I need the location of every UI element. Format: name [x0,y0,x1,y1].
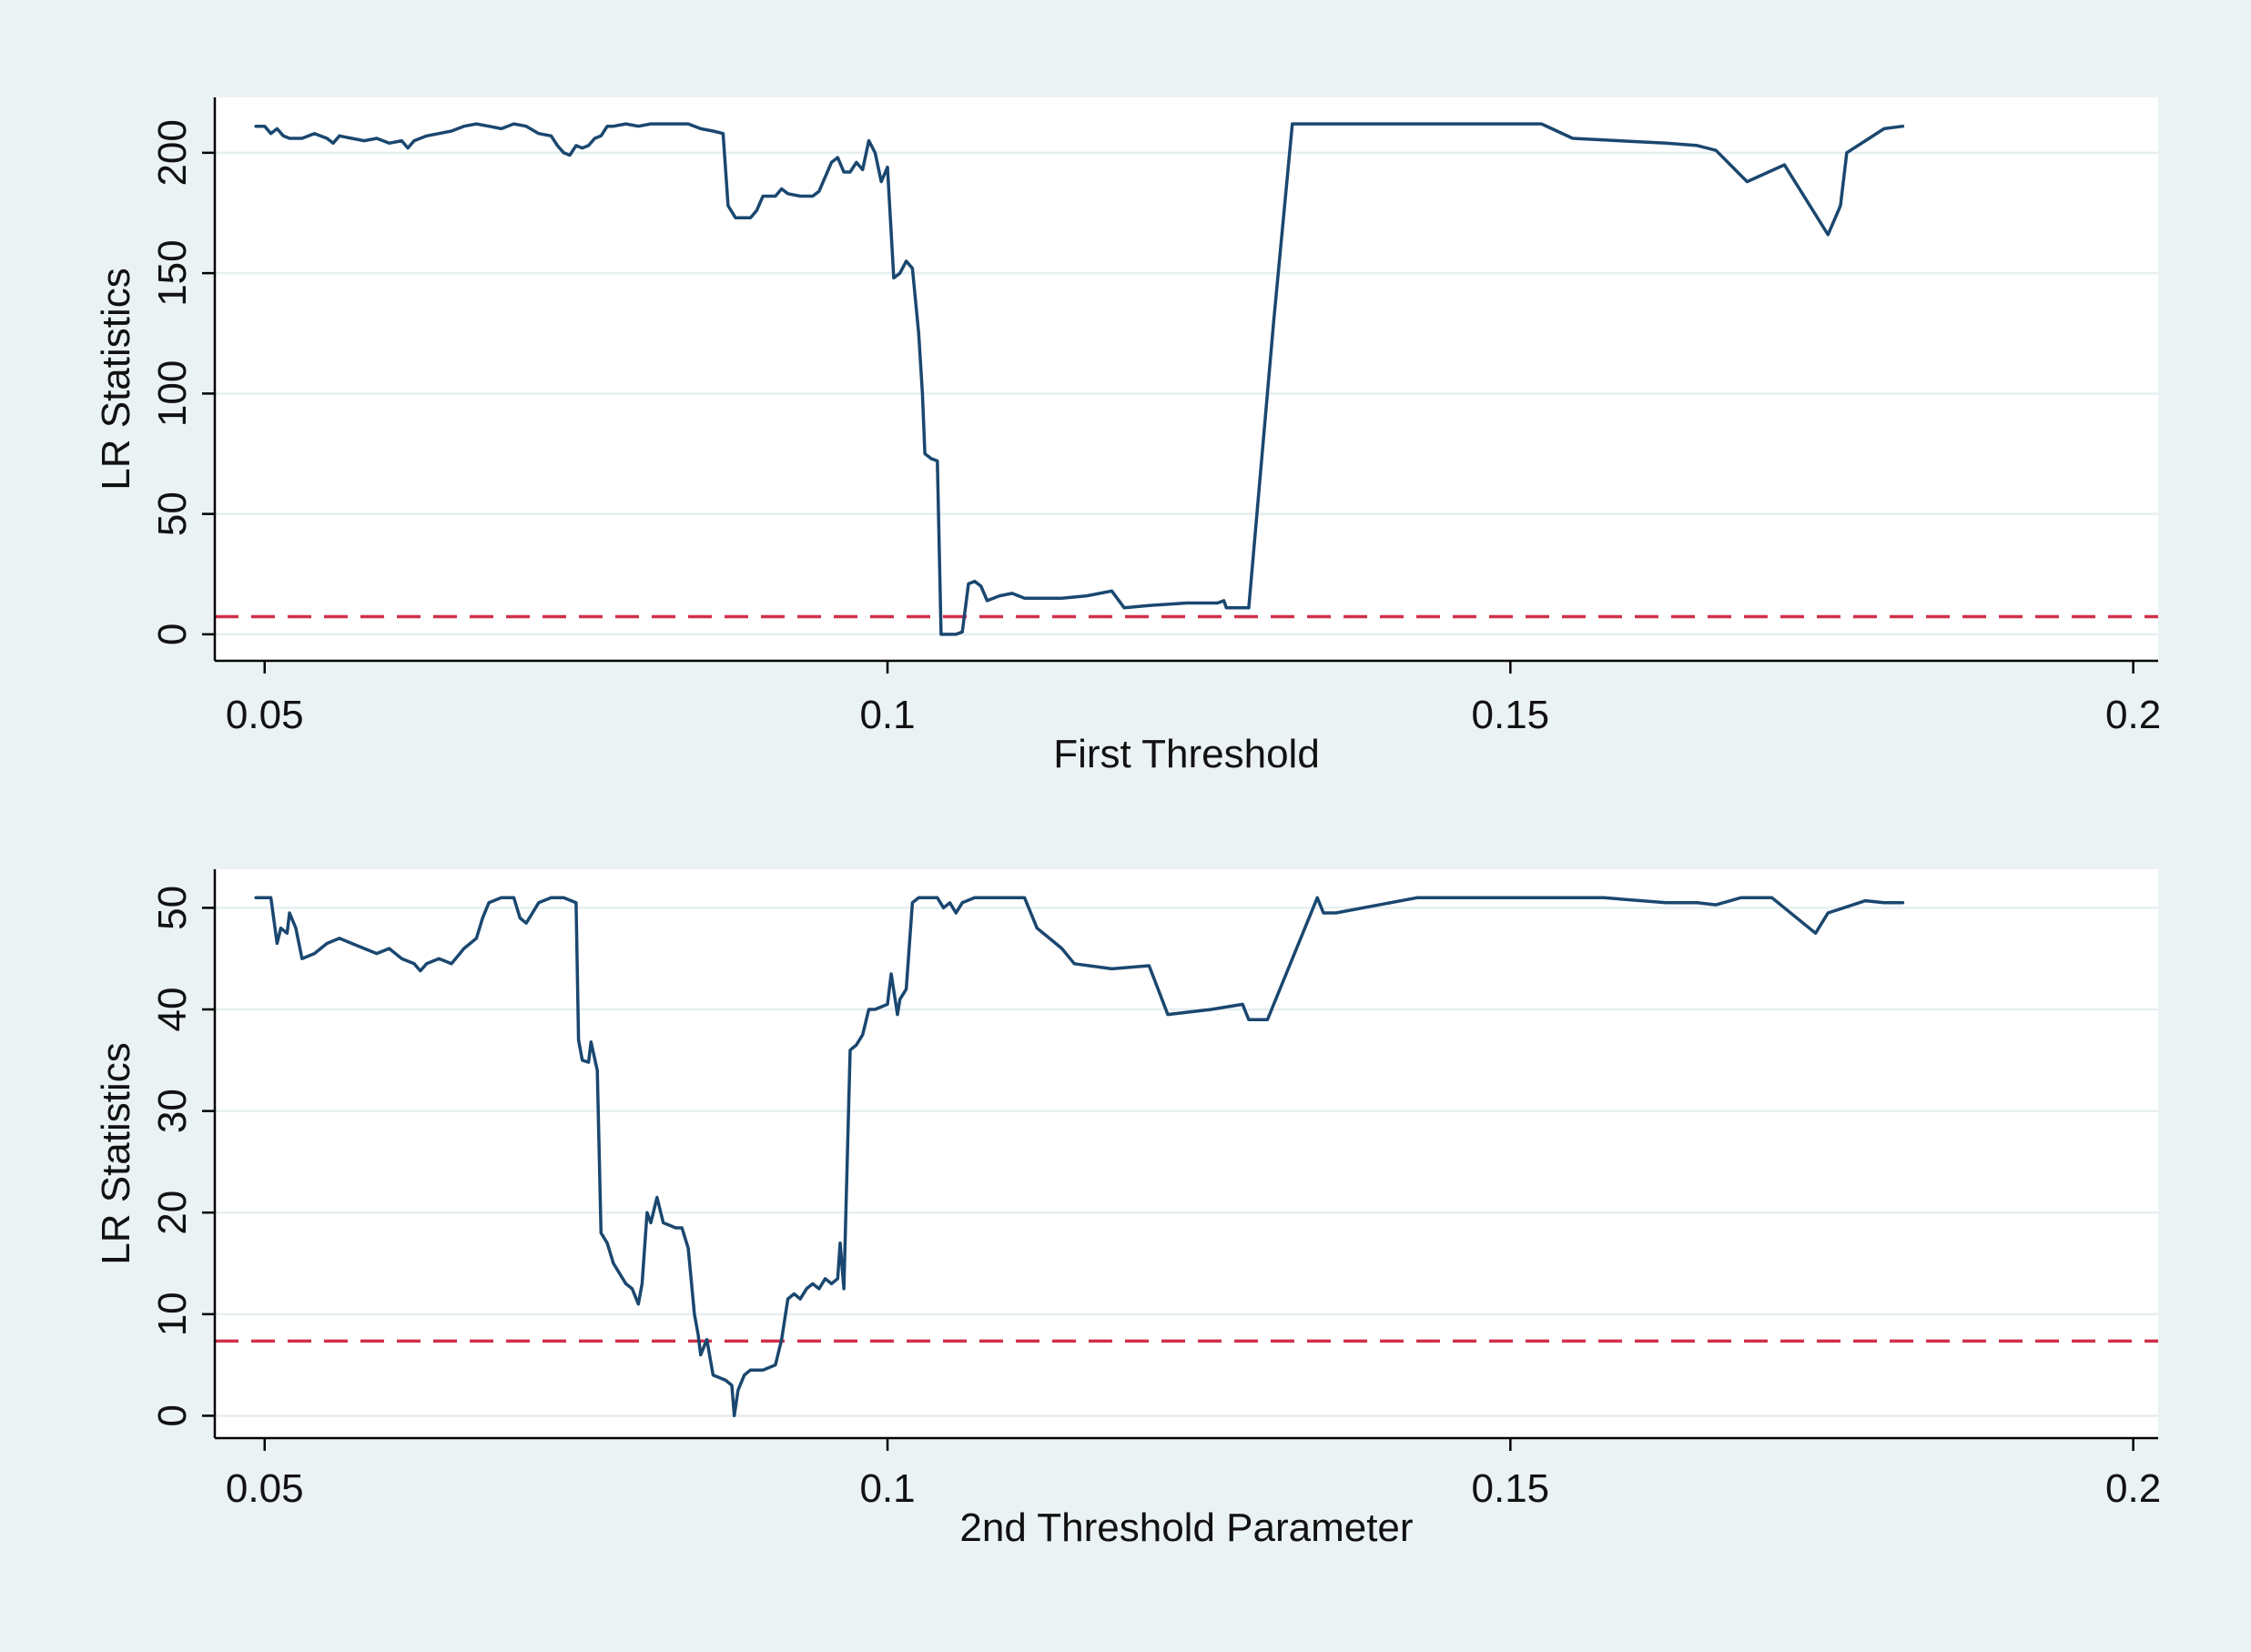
x-tick-labels: 0.05 0.1 0.15 0.2 [226,1466,2161,1511]
plot-area [215,97,2158,661]
y-tick-label: 50 [150,492,195,536]
y-tick-label: 10 [150,1292,195,1336]
x-tick-label: 0.1 [859,1466,915,1511]
x-tick-label: 0.2 [2105,1466,2161,1511]
gridlines [215,907,2158,1417]
chart-panel-first-threshold: 0 50 100 150 200 0.05 0.1 0.15 0.2 First Thresh… [94,97,2161,776]
y-tick-label: 0 [150,623,195,645]
y-tick-label: 0 [150,1404,195,1426]
y-tick-label: 150 [150,239,195,306]
series-line [254,122,1905,636]
x-tick-label: 0.15 [1472,1466,1550,1511]
x-tick-label: 0.15 [1472,693,1550,737]
axes [202,869,2158,1451]
chart-panel-second-threshold: 0 10 20 30 40 50 0.05 0.1 0.15 0.2 2nd Threshold… [94,869,2161,1550]
y-tick-label: 20 [150,1191,195,1235]
y-axis-label: LR Statistics [94,1042,138,1265]
y-tick-labels: 0 50 100 150 200 [150,119,195,645]
y-tick-label: 30 [150,1089,195,1133]
gridlines [215,151,2158,636]
y-tick-labels: 0 10 20 30 40 50 [150,886,195,1427]
x-axis-label: 2nd Threshold Parameter [959,1505,1413,1550]
x-tick-label: 0.05 [226,1466,304,1511]
y-tick-label: 200 [150,119,195,186]
y-tick-label: 40 [150,988,195,1032]
series-layer [215,122,2158,636]
series-line [254,896,1905,1418]
y-tick-label: 100 [150,360,195,427]
x-tick-labels: 0.05 0.1 0.15 0.2 [226,693,2161,737]
x-axis-label: First Threshold [1053,732,1320,776]
y-tick-label: 50 [150,886,195,930]
series-layer [215,896,2158,1418]
y-axis-label: LR Statistics [94,268,138,491]
axes [202,97,2158,674]
x-tick-label: 0.2 [2105,693,2161,737]
plot-area [215,869,2158,1438]
x-tick-label: 0.05 [226,693,304,737]
x-tick-label: 0.1 [859,693,915,737]
